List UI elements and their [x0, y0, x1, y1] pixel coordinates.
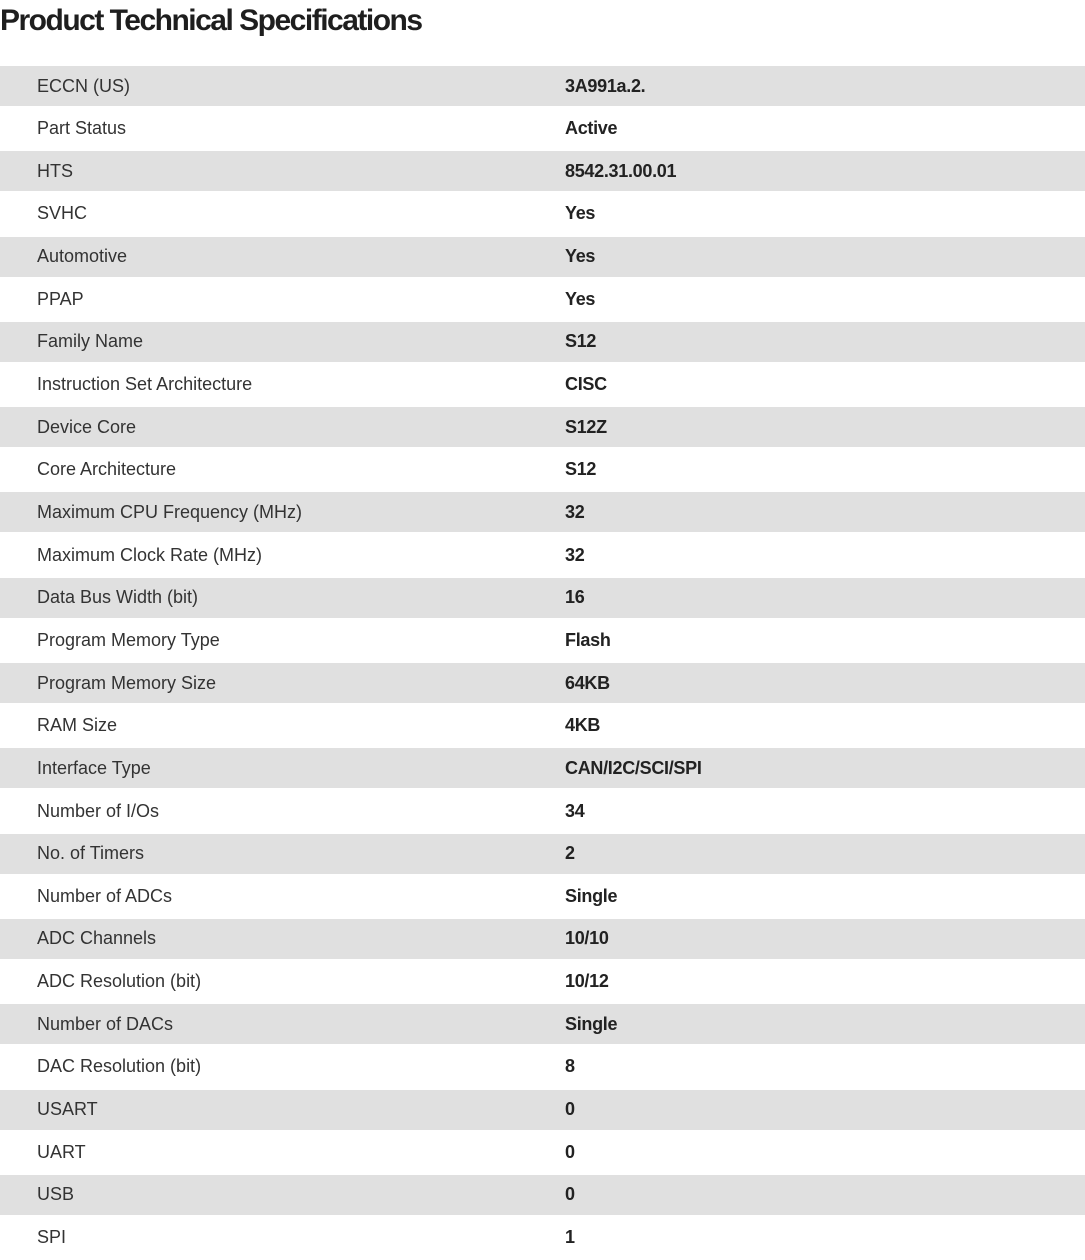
spec-value: 64KB	[565, 672, 610, 693]
spec-label: Data Bus Width (bit)	[37, 587, 199, 608]
spec-value: 1	[565, 1227, 575, 1247]
spec-row: Device Core S12Z	[0, 407, 1085, 448]
spec-value: 4KB	[565, 715, 601, 736]
spec-row: DAC Resolution (bit) 8	[0, 1044, 1085, 1090]
spec-value: 32	[565, 544, 585, 565]
spec-value: S12	[565, 459, 597, 480]
spec-value: CAN/I2C/SCI/SPI	[565, 757, 702, 778]
spec-label: Interface Type	[37, 757, 151, 778]
spec-value: 0	[565, 1184, 575, 1205]
spec-label: ADC Resolution (bit)	[37, 971, 202, 992]
spec-row: Maximum CPU Frequency (MHz) 32	[0, 492, 1085, 533]
spec-row: Number of DACs Single	[0, 1004, 1085, 1045]
spec-row: SPI 1	[0, 1214, 1085, 1260]
spec-label: Maximum CPU Frequency (MHz)	[37, 501, 303, 522]
spec-value: S12	[565, 331, 597, 352]
spec-row: Instruction Set Architecture CISC	[0, 361, 1085, 408]
spec-value: CISC	[565, 374, 607, 395]
spec-label: USB	[37, 1184, 75, 1205]
page-title: Product Technical Specifications	[0, 4, 423, 37]
spec-value: 34	[565, 800, 585, 821]
spec-label: Number of I/Os	[37, 800, 160, 821]
spec-row: USB 0	[0, 1174, 1085, 1215]
spec-row: Part Status Active	[0, 106, 1085, 152]
spec-label: ADC Channels	[37, 928, 157, 949]
spec-row: Interface Type CAN/I2C/SCI/SPI	[0, 748, 1085, 789]
spec-row: Core Architecture S12	[0, 447, 1085, 493]
spec-label: ECCN (US)	[37, 75, 130, 96]
spec-label: Number of DACs	[37, 1013, 174, 1034]
spec-row: HTS 8542.31.00.01	[0, 151, 1085, 192]
spec-row: UART 0	[0, 1129, 1085, 1175]
spec-value: Flash	[565, 629, 611, 650]
spec-label: PPAP	[37, 288, 84, 309]
spec-label: DAC Resolution (bit)	[37, 1056, 202, 1077]
spec-value: 0	[565, 1141, 575, 1162]
spec-label: Core Architecture	[37, 459, 177, 480]
spec-value: Single	[565, 1013, 618, 1034]
spec-label: Program Memory Type	[37, 629, 220, 650]
spec-row: PPAP Yes	[0, 276, 1085, 322]
spec-label: Automotive	[37, 246, 128, 267]
spec-row: Automotive Yes	[0, 236, 1085, 277]
spec-value: Yes	[565, 246, 596, 267]
spec-label: Part Status	[37, 118, 127, 139]
spec-value: 16	[565, 587, 585, 608]
spec-row: ECCN (US) 3A991a.2.	[0, 66, 1085, 106]
spec-label: Device Core	[37, 416, 137, 437]
spec-row: RAM Size 4KB	[0, 703, 1085, 749]
spec-row: Family Name S12	[0, 321, 1085, 362]
spec-value: Yes	[565, 288, 596, 309]
spec-value: S12Z	[565, 416, 607, 437]
spec-row: Number of I/Os 34	[0, 788, 1085, 834]
spec-label: Family Name	[37, 331, 144, 352]
spec-value: 10/10	[565, 928, 609, 949]
spec-row: SVHC Yes	[0, 191, 1085, 237]
spec-value: 0	[565, 1099, 575, 1120]
spec-row: No. of Timers 2	[0, 833, 1085, 874]
spec-label: Number of ADCs	[37, 885, 173, 906]
spec-value: Yes	[565, 203, 596, 224]
spec-value: 10/12	[565, 971, 609, 992]
spec-value: Single	[565, 885, 618, 906]
spec-value: 2	[565, 843, 575, 864]
spec-row: USART 0	[0, 1089, 1085, 1130]
spec-value: 8542.31.00.01	[565, 160, 677, 181]
spec-label: USART	[37, 1099, 98, 1120]
spec-label: RAM Size	[37, 715, 118, 736]
spec-row: Program Memory Size 64KB	[0, 663, 1085, 704]
spec-value: 32	[565, 501, 585, 522]
spec-row: ADC Channels 10/10	[0, 918, 1085, 959]
spec-value: Active	[565, 118, 618, 139]
spec-row: Data Bus Width (bit) 16	[0, 577, 1085, 618]
spec-table: ECCN (US) 3A991a.2. Part Status Active HTS 85…	[0, 66, 1085, 1260]
spec-label: SPI	[37, 1227, 67, 1247]
spec-row: ADC Resolution (bit) 10/12	[0, 958, 1085, 1005]
spec-label: No. of Timers	[37, 843, 145, 864]
spec-row: Program Memory Type Flash	[0, 617, 1085, 664]
spec-label: Program Memory Size	[37, 672, 217, 693]
spec-label: HTS	[37, 160, 73, 181]
spec-row: Maximum Clock Rate (MHz) 32	[0, 532, 1085, 578]
spec-label: Maximum Clock Rate (MHz)	[37, 544, 263, 565]
spec-label: Instruction Set Architecture	[37, 374, 253, 395]
spec-label: SVHC	[37, 203, 88, 224]
spec-label: UART	[37, 1141, 86, 1162]
spec-value: 8	[565, 1056, 575, 1077]
spec-row: Number of ADCs Single	[0, 873, 1085, 919]
spec-value: 3A991a.2.	[565, 75, 646, 96]
